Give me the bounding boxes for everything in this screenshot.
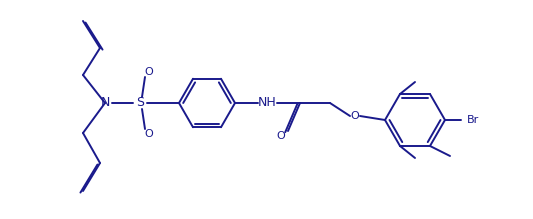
Text: O: O xyxy=(144,129,154,139)
Text: O: O xyxy=(144,67,154,77)
Text: S: S xyxy=(136,97,144,110)
Text: N: N xyxy=(100,97,110,110)
Text: NH: NH xyxy=(257,97,277,110)
Text: O: O xyxy=(277,131,285,141)
Text: Br: Br xyxy=(467,115,479,125)
Text: O: O xyxy=(351,111,359,121)
